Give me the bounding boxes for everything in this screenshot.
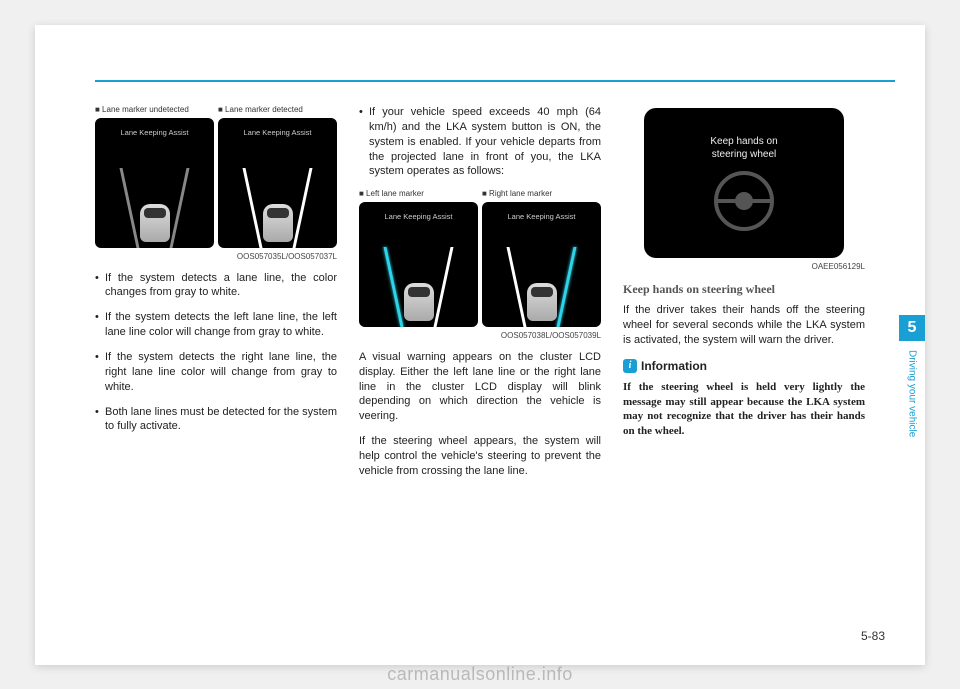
lcd-display-undetected: Lane Keeping Assist (95, 118, 214, 248)
information-paragraph: If the steering wheel is held very light… (623, 380, 865, 439)
info-icon: i (623, 359, 637, 373)
image-reference-id: OOS057035L/OOS057037L (95, 252, 337, 263)
content-columns: ■ Lane marker undetected Lane Keeping As… (95, 105, 865, 489)
lcd-display-right-marker: Lane Keeping Assist (482, 202, 601, 327)
manual-page: ■ Lane marker undetected Lane Keeping As… (35, 25, 925, 665)
paragraph: A visual warning appears on the cluster … (359, 350, 601, 424)
road-graphic (482, 237, 601, 327)
paragraph: If the driver takes their hands off the … (623, 303, 865, 348)
warning-line-1: Keep hands on (710, 136, 777, 147)
warning-line-2: steering wheel (712, 149, 776, 160)
bullet-item: Both lane lines must be detected for the… (95, 405, 337, 435)
watermark: carmanualsonline.info (387, 664, 573, 685)
figure-undetected: ■ Lane marker undetected Lane Keeping As… (95, 105, 214, 248)
car-icon (263, 204, 293, 242)
lane-line-left-white (243, 168, 263, 248)
road-graphic (218, 158, 337, 248)
information-label: Information (641, 358, 707, 374)
car-icon (527, 283, 557, 321)
warning-text: Keep hands on steering wheel (710, 135, 777, 161)
display-title: Lane Keeping Assist (482, 212, 601, 222)
figure-right-marker: ■ Right lane marker Lane Keeping Assist (482, 189, 601, 327)
steering-wheel-icon (714, 171, 774, 231)
lane-line-right-cyan (556, 247, 576, 327)
column-2: If your vehicle speed exceeds 40 mph (64… (359, 105, 601, 489)
lcd-display-left-marker: Lane Keeping Assist (359, 202, 478, 327)
figure-caption: ■ Right lane marker (482, 189, 601, 200)
lane-line-right-gray (169, 168, 189, 248)
lane-line-left-gray (120, 168, 140, 248)
chapter-tab: 5 (899, 315, 925, 341)
figure-caption: ■ Left lane marker (359, 189, 478, 200)
bullet-item: If the system detects the right lane lin… (95, 350, 337, 395)
road-graphic (359, 237, 478, 327)
road-graphic (95, 158, 214, 248)
lcd-display-hands-warning: Keep hands on steering wheel (644, 108, 844, 258)
lane-line-right-white (292, 168, 312, 248)
car-icon (140, 204, 170, 242)
car-icon (404, 283, 434, 321)
figure-left-marker: ■ Left lane marker Lane Keeping Assist (359, 189, 478, 327)
figure-pair-lane-marker: ■ Left lane marker Lane Keeping Assist ■… (359, 189, 601, 327)
bullet-item: If the system detects a lane line, the c… (95, 271, 337, 301)
figure-caption: ■ Lane marker undetected (95, 105, 214, 116)
information-heading: i Information (623, 358, 865, 374)
lane-line-left-white (507, 247, 527, 327)
figure-caption: ■ Lane marker detected (218, 105, 337, 116)
lcd-display-detected: Lane Keeping Assist (218, 118, 337, 248)
chapter-label: Driving your vehicle (902, 350, 922, 510)
figure-detected: ■ Lane marker detected Lane Keeping Assi… (218, 105, 337, 248)
lane-line-left-cyan (384, 247, 404, 327)
page-number: 5-83 (861, 629, 885, 643)
figure-pair-lane-detect: ■ Lane marker undetected Lane Keeping As… (95, 105, 337, 248)
display-title: Lane Keeping Assist (95, 128, 214, 138)
lane-line-right-white (433, 247, 453, 327)
column-1: ■ Lane marker undetected Lane Keeping As… (95, 105, 337, 489)
bullet-item: If the system detects the left lane line… (95, 310, 337, 340)
image-reference-id: OOS057038L/OOS057039L (359, 331, 601, 342)
subheading: Keep hands on steering wheel (623, 281, 865, 297)
top-divider (95, 80, 895, 82)
image-reference-id: OAEE056129L (623, 262, 865, 273)
paragraph: If the steering wheel appears, the syste… (359, 434, 601, 479)
display-title: Lane Keeping Assist (218, 128, 337, 138)
column-3: Keep hands on steering wheel OAEE056129L… (623, 105, 865, 489)
display-title: Lane Keeping Assist (359, 212, 478, 222)
bullet-item: If your vehicle speed exceeds 40 mph (64… (359, 105, 601, 179)
